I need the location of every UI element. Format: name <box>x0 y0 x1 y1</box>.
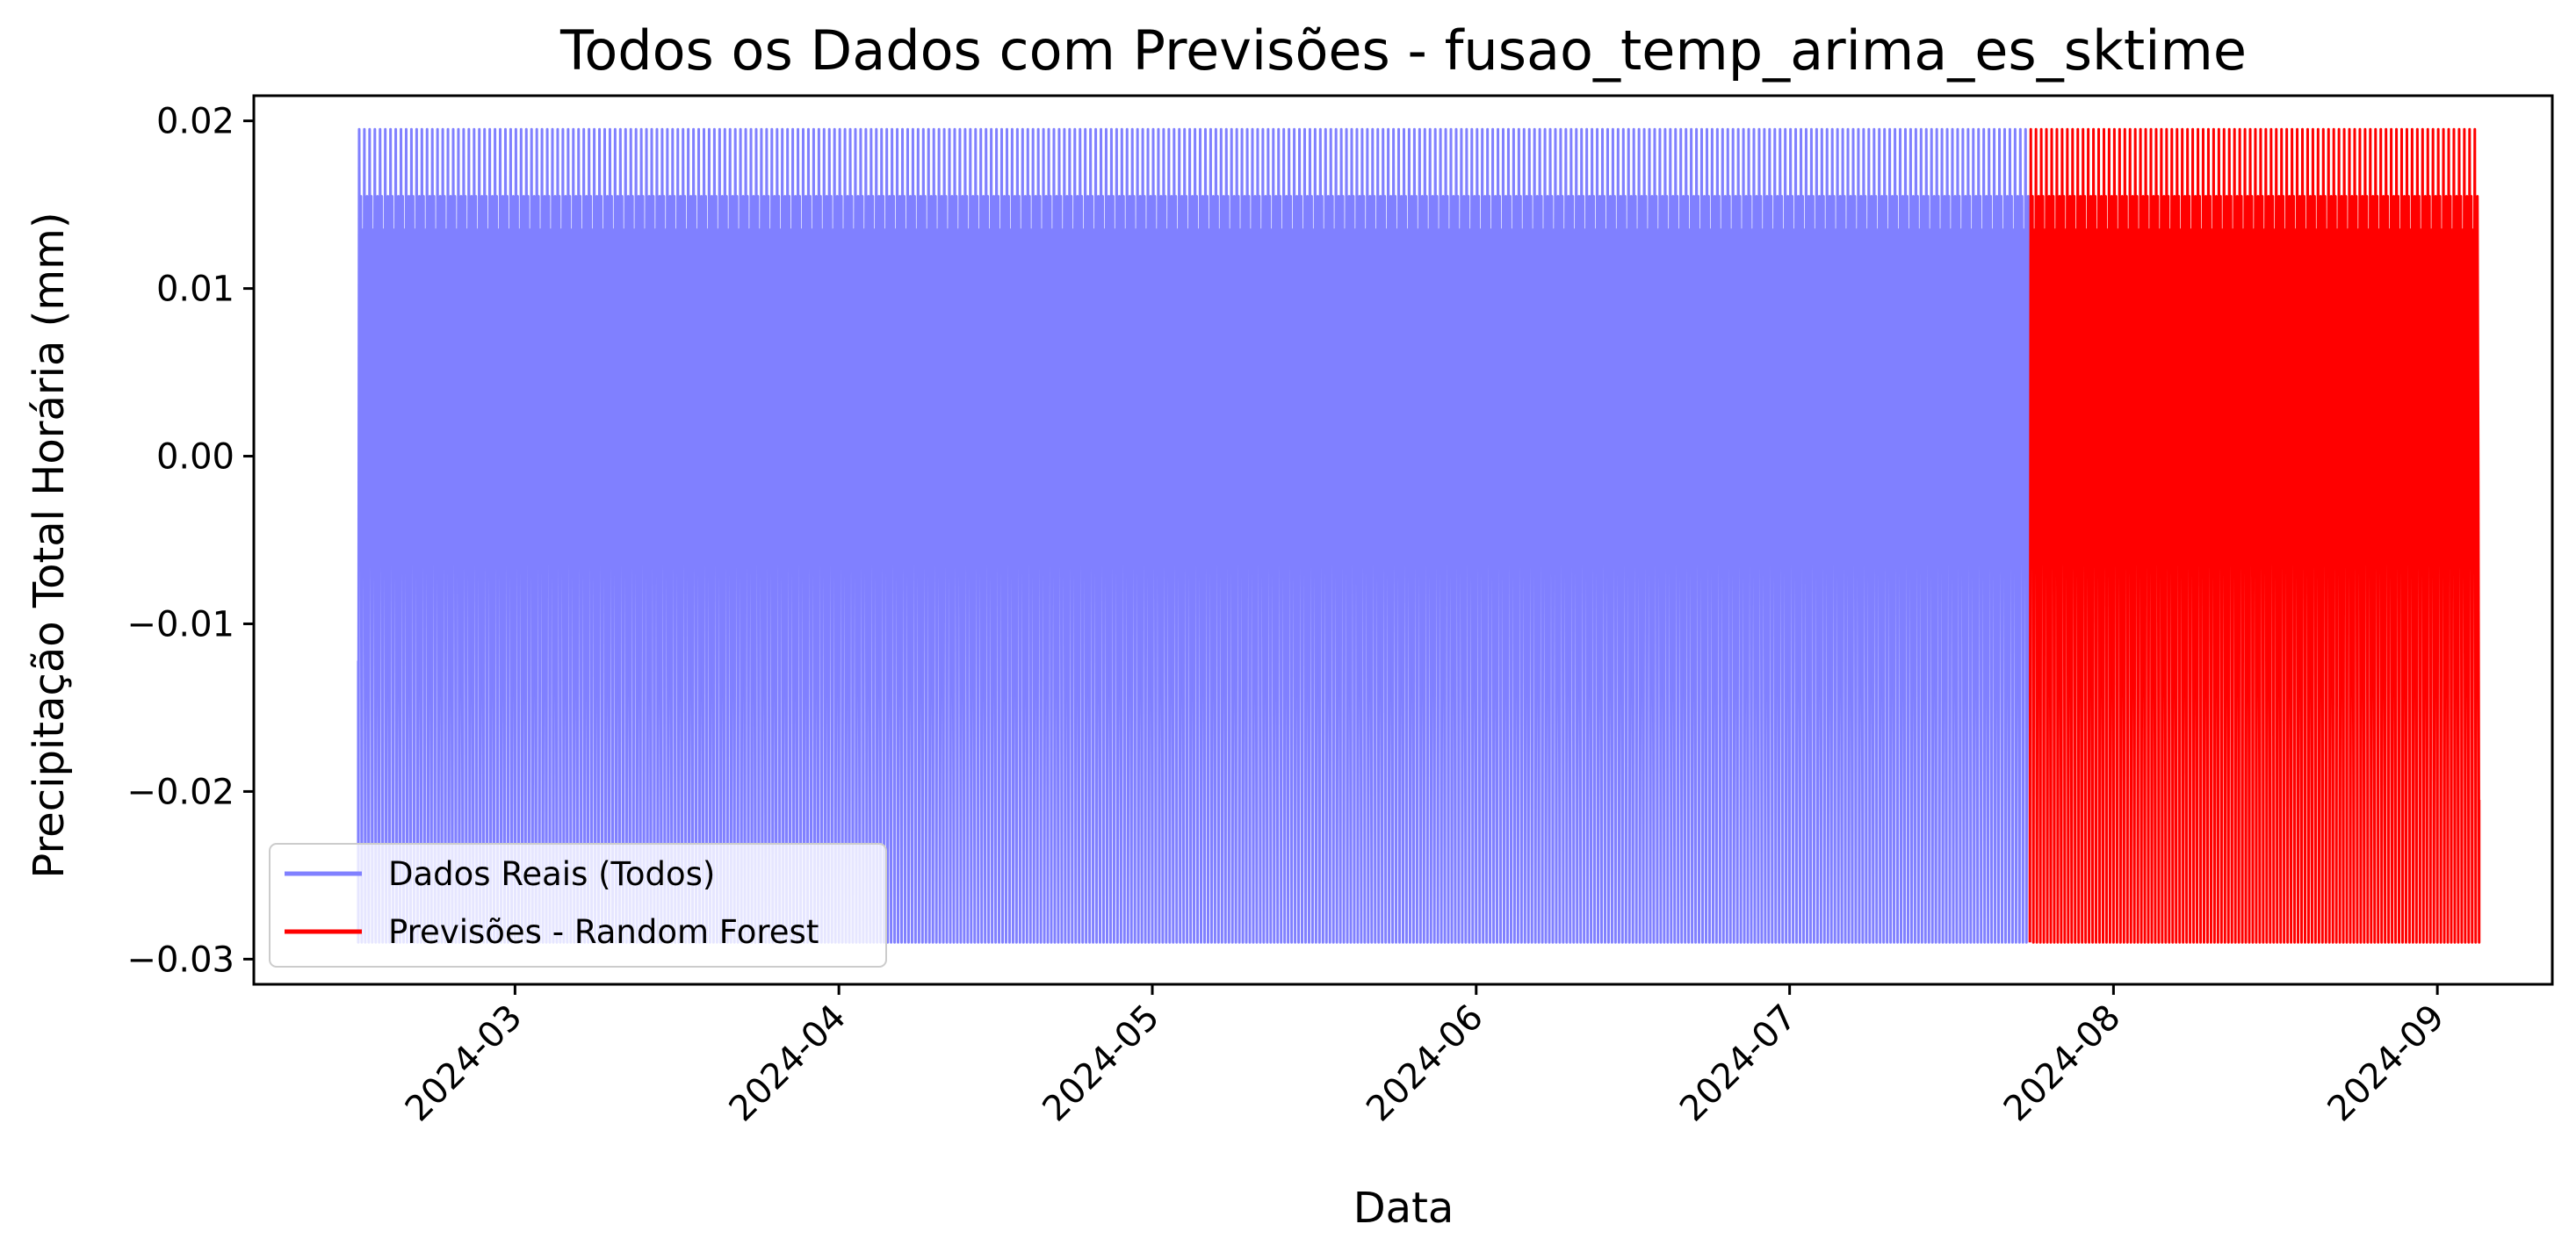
chart-title: Todos os Dados com Previsões - fusao_tem… <box>559 18 2247 83</box>
y-tick-label: 0.01 <box>156 270 235 310</box>
legend: Dados Reais (Todos) Previsões - Random F… <box>269 843 887 968</box>
y-axis-label: Precipitação Total Horária (mm) <box>25 212 74 878</box>
x-axis-label: Data <box>1353 1184 1454 1233</box>
legend-label-forecast: Previsões - Random Forest <box>388 913 819 951</box>
y-tick-label: 0.00 <box>156 437 235 478</box>
series-line-actual <box>357 127 2031 944</box>
axes-frame <box>252 94 2554 986</box>
plot-area <box>357 127 2481 944</box>
y-tick-label: −0.01 <box>126 604 235 644</box>
y-tick-label: −0.03 <box>126 940 235 980</box>
series-line-forecast <box>2028 127 2481 944</box>
legend-label-actual: Dados Reais (Todos) <box>388 855 715 893</box>
y-tick-label: 0.02 <box>156 102 235 142</box>
legend-box <box>269 843 887 968</box>
y-tick-label: −0.02 <box>126 772 235 812</box>
